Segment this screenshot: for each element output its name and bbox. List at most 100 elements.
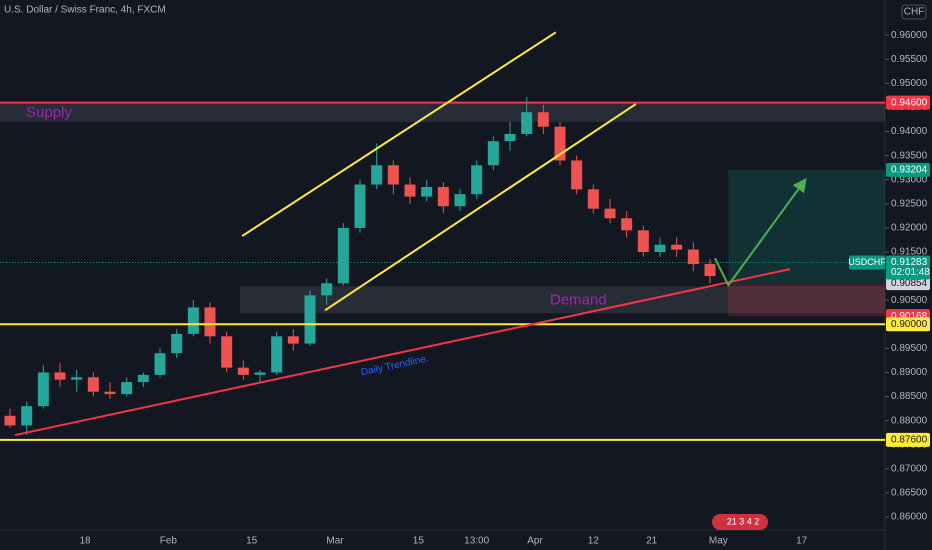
candle-body xyxy=(554,126,566,161)
last-symbol: USDCHF xyxy=(848,257,886,267)
y-tick-label: 0.88500 xyxy=(891,391,928,402)
candle-body xyxy=(637,230,649,252)
candle-body xyxy=(537,112,549,127)
candle-body xyxy=(154,353,166,375)
candle-body xyxy=(671,244,683,250)
candle-body xyxy=(687,249,699,265)
last-symbol-box xyxy=(849,255,885,270)
price-label-box xyxy=(886,162,930,177)
price-label-box xyxy=(886,95,930,110)
candle-body xyxy=(221,336,233,368)
x-tick-label: 15 xyxy=(413,536,425,547)
price-label: 0.90168 xyxy=(891,311,928,322)
price-label: 0.87600 xyxy=(891,435,928,446)
x-tick-label: May xyxy=(709,536,728,547)
candle-body xyxy=(87,377,99,392)
candle-body xyxy=(4,415,16,426)
trendline xyxy=(14,268,791,437)
price-label: 0.94600 xyxy=(891,97,928,108)
zone-label: Supply xyxy=(26,104,72,121)
candle-body xyxy=(487,141,499,166)
y-tick-label: 0.94000 xyxy=(891,126,928,137)
y-tick-label: 0.93500 xyxy=(891,150,928,161)
candle-body xyxy=(287,336,299,344)
price-label: 0.90854 xyxy=(891,278,928,289)
candle-body xyxy=(587,189,599,209)
y-tick-label: 0.91500 xyxy=(891,247,928,258)
y-tick-label: 0.86000 xyxy=(891,512,928,523)
channel-line xyxy=(324,103,637,312)
plot: 0.860000.865000.870000.875000.880000.885… xyxy=(0,30,930,547)
y-tick-label: 0.95000 xyxy=(891,78,928,89)
candle-body xyxy=(121,382,133,395)
y-tick-label: 0.89500 xyxy=(891,343,928,354)
candle-body xyxy=(337,227,349,284)
x-tick-label: 18 xyxy=(79,536,91,547)
x-tick-label: Feb xyxy=(160,536,178,547)
price-label-box xyxy=(886,317,930,332)
countdown: 02:01:48 xyxy=(891,267,930,278)
candle-body xyxy=(571,160,583,190)
candle-body xyxy=(371,165,383,185)
last-price-box xyxy=(886,255,930,280)
y-tick-label: 0.89000 xyxy=(891,367,928,378)
candle-body xyxy=(54,372,66,380)
candle-body xyxy=(421,186,433,197)
candle-body xyxy=(437,186,449,207)
candle-body xyxy=(271,336,283,373)
candle-body xyxy=(204,307,216,337)
y-tick-label: 0.92000 xyxy=(891,223,928,234)
candle-body xyxy=(187,307,199,334)
candle-body xyxy=(387,165,399,185)
x-tick-label: Mar xyxy=(326,536,344,547)
candle-body xyxy=(171,333,183,354)
y-tick-label: 0.88000 xyxy=(891,415,928,426)
candle-body xyxy=(704,264,716,277)
candle-body xyxy=(104,391,116,395)
currency-box[interactable] xyxy=(901,4,927,20)
currency[interactable]: CHF xyxy=(904,7,925,18)
chart-title: U.S. Dollar / Swiss Franc, 4h, FXCM xyxy=(4,5,166,16)
candle-body xyxy=(404,184,416,197)
y-tick-label: 0.93000 xyxy=(891,174,928,185)
candle-body xyxy=(71,377,83,380)
price-label: 0.93204 xyxy=(891,165,928,176)
candle-body xyxy=(504,133,516,142)
y-tick-label: 0.86500 xyxy=(891,488,928,499)
arrow xyxy=(714,177,807,288)
channel-line xyxy=(241,31,557,237)
y-tick-label: 0.87000 xyxy=(891,463,928,474)
candle-body xyxy=(137,374,149,383)
zone xyxy=(0,102,885,122)
x-tick-label: 12 xyxy=(588,536,600,547)
position-stop-zone xyxy=(728,283,885,317)
x-tick-label: 15 xyxy=(246,536,258,547)
candle-body xyxy=(654,244,666,252)
candle-body xyxy=(304,295,316,344)
candle-body xyxy=(521,112,533,134)
y-tick-label: 0.96000 xyxy=(891,30,928,41)
x-tick-label: Apr xyxy=(527,536,543,547)
candle-body xyxy=(621,218,633,231)
last-price: 0.91283 xyxy=(891,257,928,268)
zone-label: Demand xyxy=(550,292,607,309)
candle-body xyxy=(604,208,616,219)
x-tick-label: 17 xyxy=(796,536,808,547)
candle-body xyxy=(471,165,483,195)
candle-body xyxy=(237,367,249,375)
x-tick-label: 13:00 xyxy=(464,536,489,547)
price-label: 0.90000 xyxy=(891,319,928,330)
candle-body xyxy=(21,406,33,426)
candle-body xyxy=(354,184,366,228)
candle-body xyxy=(254,372,266,375)
y-tick-label: 0.90500 xyxy=(891,295,928,306)
zone xyxy=(240,286,885,314)
candle-body xyxy=(321,283,333,296)
x-tick-label: 21 xyxy=(646,536,658,547)
indicator-box xyxy=(712,514,768,530)
candle-body xyxy=(37,372,49,407)
price-label-box xyxy=(886,432,930,447)
price-label-box xyxy=(886,276,930,291)
